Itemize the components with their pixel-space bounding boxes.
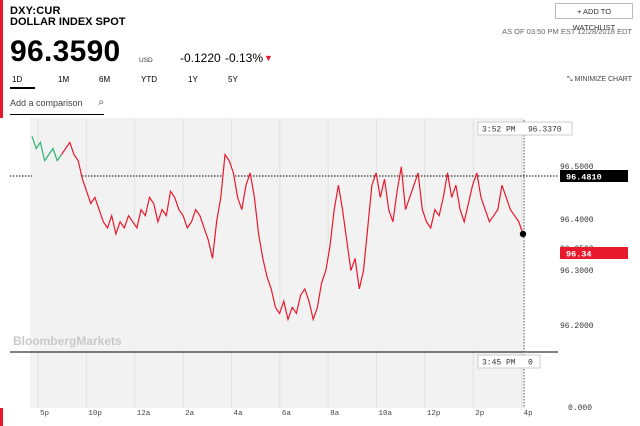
x-tick-label: 4p [524, 410, 533, 418]
tab-1y[interactable]: 1Y [188, 75, 198, 84]
tab-1d[interactable]: 1D [12, 75, 23, 84]
security-name: DOLLAR INDEX SPOT [10, 16, 126, 28]
x-tick-label: 6a [282, 410, 292, 418]
prev-close-badge [560, 170, 628, 182]
comparison-placeholder: Add a comparison [10, 98, 83, 108]
tab-5y[interactable]: 5Y [228, 75, 238, 84]
x-tick-label: 10a [379, 410, 393, 418]
y-tick-label: 96.2000 [560, 322, 594, 331]
down-arrow-icon: ▼ [264, 53, 273, 63]
x-tick-label: 8a [330, 410, 340, 418]
x-tick-label: 2a [185, 410, 195, 418]
search-icon[interactable]: ⌕ [98, 97, 104, 108]
bloomberg-markets-watermark: BloombergMarkets [13, 334, 122, 348]
crosshair-value: 96.3370 [528, 126, 562, 135]
volume-value: 0 [528, 359, 533, 368]
comparison-input[interactable]: Add a comparison ⌕ [10, 96, 104, 115]
last-price-value: 96.34 [566, 250, 592, 260]
selected-tab-underline [10, 87, 35, 89]
price-change-percent: -0.13% [225, 51, 264, 65]
price-line [60, 141, 524, 322]
crosshair-time: 3:52 PM [482, 126, 516, 135]
price-area [32, 136, 523, 350]
x-tick-label: 10p [88, 410, 102, 418]
chart-left-margin [0, 118, 30, 408]
price-line-up [31, 136, 62, 163]
x-tick-label: 5p [40, 410, 49, 418]
currency-label: USD [139, 57, 153, 64]
volume-tooltip [477, 354, 541, 369]
last-price-badge [560, 247, 628, 259]
volume-time: 3:45 PM [482, 359, 516, 368]
y-tick-label: 96.3000 [560, 267, 594, 276]
as-of-timestamp: AS OF 03:50 PM EST 12/28/2018 EDT [502, 27, 632, 36]
x-tick-label: 12p [427, 410, 441, 418]
tab-ytd[interactable]: YTD [141, 75, 157, 84]
tab-6m[interactable]: 6M [99, 75, 111, 84]
last-price: 96.3590 [10, 35, 121, 68]
add-to-watchlist-button[interactable]: + ADD TO WATCHLIST [555, 3, 633, 32]
minimize-label: MINIMIZE CHART [574, 76, 632, 83]
last-price-marker [519, 230, 527, 238]
ticker-symbol: DXY:CUR [10, 5, 61, 17]
price-change: -0.1220 [180, 51, 221, 65]
prev-close-value: 96.4810 [566, 173, 602, 183]
tab-1m[interactable]: 1M [58, 75, 70, 84]
volume-axis-label: 0.000 [568, 404, 592, 413]
minimize-chart-button[interactable]: ⤡ MINIMIZE CHART [567, 76, 632, 84]
x-tick-label: 12a [137, 410, 151, 418]
x-axis-labels: 5p 10p 12a 2a 4a 6a 8a 10a 12p 2p 4p [40, 410, 533, 418]
collapse-icon: ⤡ [567, 76, 573, 83]
y-tick-label: 96.5000 [560, 163, 594, 172]
y-tick-label: 96.4000 [560, 216, 594, 225]
x-tick-label: 4a [233, 410, 243, 418]
x-tick-label: 2p [475, 410, 484, 418]
crosshair-tooltip [477, 121, 573, 136]
